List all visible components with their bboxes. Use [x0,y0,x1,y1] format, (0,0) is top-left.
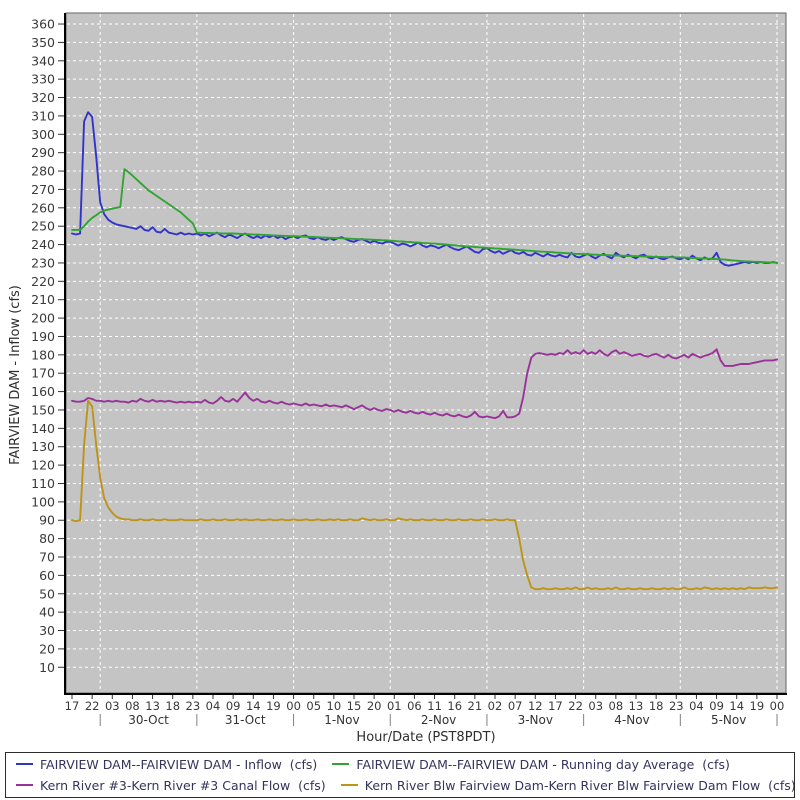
legend-swatch-inflow [16,762,33,765]
date-label: 1-Nov [324,713,359,727]
hour-tick-label: 15 [347,699,362,713]
hour-tick-label: 03 [588,699,603,713]
y-tick-label: 200 [31,311,55,326]
date-label: 31-Oct [225,713,266,727]
hour-tick-label: 11 [427,699,442,713]
y-tick-label: 240 [31,237,55,252]
y-tick-label: 230 [31,255,55,270]
y-tick-label: 80 [39,531,55,546]
hour-tick-label: 05 [306,699,321,713]
hour-tick-label: 01 [387,699,402,713]
y-axis-title: FAIRVIEW DAM - Inflow (cfs) [8,285,23,465]
y-tick-label: 340 [31,53,55,68]
y-tick-label: 180 [31,347,55,362]
hour-tick-label: 17 [548,699,563,713]
date-label: 5-Nov [711,713,746,727]
legend-row-2: Kern River #3-Kern River #3 Canal Flow (… [6,774,794,795]
y-tick-label: 330 [31,72,55,87]
hour-tick-label: 16 [447,699,462,713]
y-tick-label: 220 [31,274,55,289]
legend-label-below-dam-flow: Kern River Blw Fairview Dam-Kern River B… [364,778,795,793]
x-axis-title: Hour/Date (PST8PDT) [356,730,495,745]
y-tick-label: 170 [31,366,55,381]
series-line-0 [71,111,778,267]
date-label: 3-Nov [518,713,553,727]
y-tick-label: 130 [31,439,55,454]
y-tick-label: 100 [31,494,55,509]
y-tick-label: 270 [31,182,55,197]
hour-tick-label: 07 [508,699,523,713]
flow-chart: 1020304050607080901001101201301401501601… [8,12,787,745]
y-tick-label: 140 [31,421,55,436]
hour-tick-label: 04 [689,699,704,713]
hour-tick-label: 19 [750,699,765,713]
y-tick-label: 350 [31,35,55,50]
series-line-1 [71,168,778,264]
legend-swatch-canal-flow [16,783,33,786]
legend-label-running-day-average: FAIRVIEW DAM--FAIRVIEW DAM - Running day… [356,757,730,772]
y-tick-label: 280 [31,164,55,179]
hour-tick-label: 20 [367,699,382,713]
hour-tick-label: 00 [286,699,301,713]
y-tick-label: 150 [31,402,55,417]
y-tick-label: 250 [31,219,55,234]
y-tick-label: 60 [39,568,55,583]
hour-tick-label: 08 [125,699,140,713]
y-tick-label: 190 [31,329,55,344]
hour-tick-label: 09 [226,699,241,713]
hour-tick-label: 10 [327,699,342,713]
legend-swatch-running-day-average [332,762,350,765]
y-tick-label: 160 [31,384,55,399]
hour-tick-label: 02 [488,699,503,713]
y-tick-label: 40 [39,605,55,620]
legend-label-inflow: FAIRVIEW DAM--FAIRVIEW DAM - Inflow (cfs… [40,757,318,772]
hour-tick-label: 23 [186,699,201,713]
y-tick-label: 110 [31,476,55,491]
hour-tick-label: 14 [729,699,744,713]
y-tick-label: 90 [39,513,55,528]
y-tick-label: 120 [31,458,55,473]
hour-tick-label: 18 [165,699,180,713]
date-label: 30-Oct [128,713,169,727]
hour-tick-label: 19 [266,699,281,713]
hour-tick-label: 18 [649,699,664,713]
hour-tick-label: 09 [709,699,724,713]
hour-tick-label: 00 [770,699,785,713]
y-tick-label: 20 [39,641,55,656]
date-label: 4-Nov [614,713,649,727]
hour-tick-label: 12 [528,699,543,713]
hour-tick-label: 22 [85,699,100,713]
date-label: 2-Nov [421,713,456,727]
series-line-3 [71,399,778,591]
hour-tick-label: 13 [145,699,160,713]
legend-label-canal-flow: Kern River #3-Kern River #3 Canal Flow (… [40,778,326,793]
y-tick-label: 360 [31,17,55,32]
hour-tick-label: 06 [407,699,422,713]
hour-tick-label: 03 [105,699,120,713]
hour-tick-label: 17 [65,699,80,713]
y-tick-label: 320 [31,90,55,105]
y-tick-label: 300 [31,127,55,142]
hour-tick-label: 23 [669,699,684,713]
legend-swatch-below-dam-flow [340,783,358,786]
hour-tick-label: 04 [206,699,221,713]
y-tick-label: 10 [39,660,55,675]
hour-tick-label: 21 [468,699,483,713]
chart-legend: FAIRVIEW DAM--FAIRVIEW DAM - Inflow (cfs… [5,752,795,798]
hour-tick-label: 08 [609,699,624,713]
plot-area [65,12,787,694]
y-tick-label: 70 [39,550,55,565]
y-tick-label: 290 [31,145,55,160]
y-tick-label: 210 [31,292,55,307]
y-tick-label: 30 [39,623,55,638]
hour-tick-label: 22 [568,699,583,713]
y-tick-label: 310 [31,108,55,123]
hour-tick-label: 13 [629,699,644,713]
hour-tick-label: 14 [246,699,261,713]
y-tick-label: 50 [39,586,55,601]
series-line-2 [71,348,778,420]
legend-row-1: FAIRVIEW DAM--FAIRVIEW DAM - Inflow (cfs… [6,753,794,774]
y-tick-label: 260 [31,200,55,215]
